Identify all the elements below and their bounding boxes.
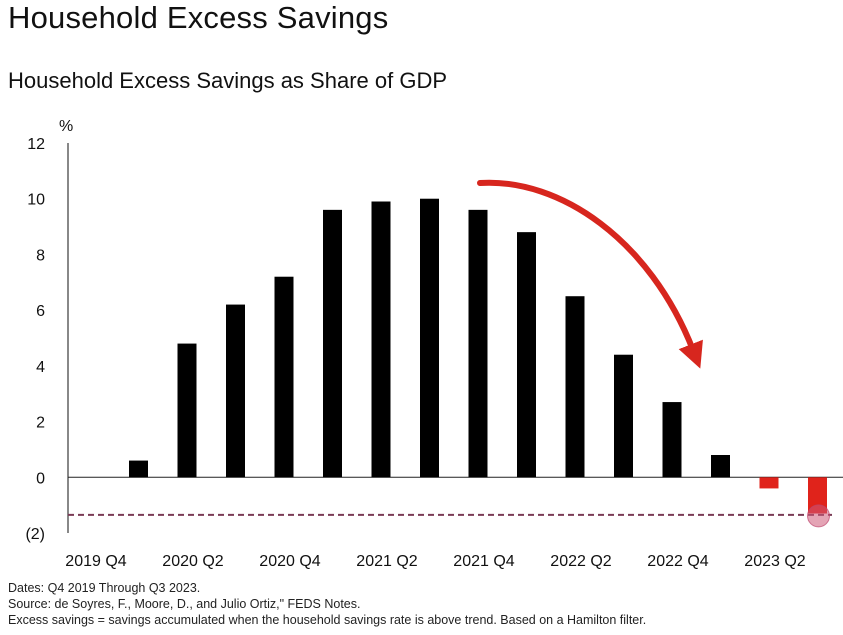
footnote-source: Source: de Soyres, F., Moore, D., and Ju… bbox=[8, 597, 361, 611]
x-axis-ticks: 2019 Q4 2020 Q2 2020 Q4 2021 Q2 2021 Q4 2022 … bbox=[65, 553, 805, 570]
y-tick-label: 0 bbox=[36, 470, 45, 487]
bar bbox=[371, 201, 391, 478]
y-tick-label: 2 bbox=[36, 415, 45, 432]
bar bbox=[468, 209, 488, 478]
chart-title: Household Excess Savings bbox=[8, 0, 389, 35]
bar bbox=[517, 232, 536, 478]
footnote-dates: Dates: Q4 2019 Through Q3 2023. bbox=[8, 581, 201, 595]
bar bbox=[759, 477, 779, 489]
x-tick-label: 2020 Q2 bbox=[162, 553, 223, 570]
bar bbox=[565, 296, 585, 478]
trend-arrow bbox=[477, 179, 703, 369]
chart-subtitle: Household Excess Savings as Share of GDP bbox=[8, 68, 448, 93]
footnotes: Dates: Q4 2019 Through Q3 2023. Source: … bbox=[8, 580, 646, 628]
y-axis-ticks: (2) 0 2 4 6 8 10 12 bbox=[25, 136, 45, 543]
x-tick-label: 2021 Q2 bbox=[356, 553, 417, 570]
x-tick-label: 2023 Q2 bbox=[744, 553, 805, 570]
bar bbox=[420, 198, 439, 478]
reference-marker-circle bbox=[807, 504, 830, 528]
bars bbox=[129, 198, 827, 514]
bar-chart: % (2) 0 2 4 6 8 10 12 2019 Q4 2020 Q2 2020 Q4 2021… bbox=[25, 118, 843, 570]
bar bbox=[808, 477, 827, 514]
x-tick-label: 2019 Q4 bbox=[65, 553, 126, 570]
bar bbox=[226, 304, 245, 478]
bar bbox=[662, 402, 682, 478]
y-tick-label: 4 bbox=[36, 359, 45, 376]
x-tick-label: 2021 Q4 bbox=[453, 553, 514, 570]
y-tick-label: 6 bbox=[36, 303, 45, 320]
bar bbox=[177, 343, 197, 478]
bar bbox=[323, 209, 342, 478]
y-tick-label: 10 bbox=[27, 192, 45, 209]
x-tick-label: 2022 Q4 bbox=[647, 553, 708, 570]
y-tick-label: 12 bbox=[27, 136, 45, 153]
y-axis-unit-label: % bbox=[59, 118, 73, 135]
bar bbox=[129, 460, 148, 478]
x-tick-label: 2022 Q2 bbox=[550, 553, 611, 570]
y-tick-label: (2) bbox=[25, 526, 45, 543]
bar bbox=[614, 354, 633, 478]
x-tick-label: 2020 Q4 bbox=[259, 553, 320, 570]
bar bbox=[711, 455, 730, 478]
y-tick-label: 8 bbox=[36, 247, 45, 264]
footnote-definition: Excess savings = savings accumulated whe… bbox=[8, 613, 647, 627]
bar bbox=[274, 276, 294, 478]
